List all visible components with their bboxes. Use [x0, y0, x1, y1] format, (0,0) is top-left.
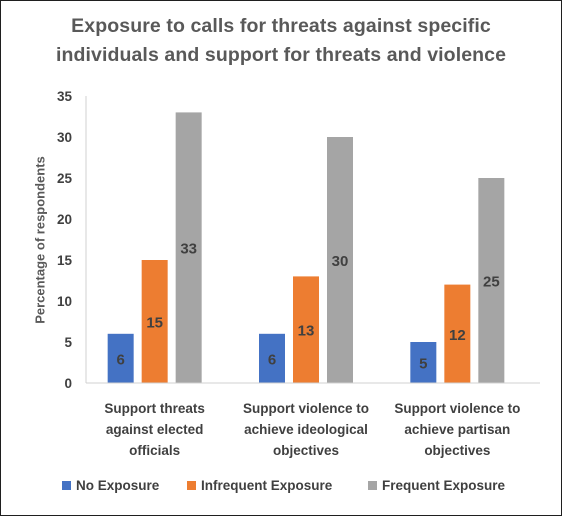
bar	[107, 333, 134, 383]
bar	[478, 178, 505, 383]
bar	[327, 137, 353, 383]
legend-swatch	[62, 481, 71, 490]
legend: No Exposure Infrequent Exposure Frequent E…	[0, 478, 562, 496]
legend-label: Frequent Exposure	[382, 478, 506, 493]
x-tick-label-line: objectives	[424, 443, 491, 458]
bar	[141, 260, 168, 383]
x-tick-label-line: Support violence to	[394, 401, 521, 416]
x-tick-label: Support violence to achieve ideological ob…	[231, 398, 381, 461]
x-tick-label-line: against elected	[105, 422, 204, 437]
data-label: 15	[146, 315, 163, 332]
legend-item: Frequent Exposure	[368, 478, 505, 493]
x-tick-label-line: objectives	[272, 443, 340, 458]
data-label: 33	[180, 241, 197, 258]
data-label: 6	[268, 351, 276, 368]
x-tick-label: Support violence to achieve partisan objec…	[382, 398, 532, 461]
y-tick-label: 10	[57, 294, 72, 309]
legend-swatch	[187, 481, 196, 490]
legend-item: No Exposure	[62, 478, 159, 493]
x-tick-label-line: Support violence to	[242, 401, 369, 416]
x-tick-label-line: officials	[129, 443, 181, 458]
legend-label: No Exposure	[76, 478, 160, 493]
data-label: 6	[116, 351, 124, 368]
bar	[410, 342, 437, 383]
y-tick-label: 20	[57, 212, 72, 227]
data-label: 30	[332, 253, 349, 270]
data-label: 5	[419, 356, 427, 373]
y-tick-label: 25	[57, 171, 73, 186]
x-tick-label-line: Support threats	[104, 401, 205, 416]
chart-title-line-2: individuals and support for threats and …	[55, 44, 507, 66]
legend-item: Infrequent Exposure	[187, 478, 332, 493]
bar	[444, 284, 471, 383]
chart-title-line-1: Exposure to calls for threats against sp…	[71, 15, 491, 37]
y-tick-label: 15	[57, 253, 73, 268]
x-tick-label-line: achieve partisan	[404, 422, 511, 437]
y-tick-label: 0	[64, 376, 72, 391]
x-tick-label-line: achieve ideological	[244, 422, 368, 437]
legend-swatch	[368, 481, 377, 490]
y-tick-label: 35	[57, 89, 73, 104]
y-tick-label: 30	[57, 130, 72, 145]
y-tick-label: 5	[64, 335, 72, 350]
data-label: 13	[298, 323, 315, 340]
x-tick-label: Support threats against elected officials	[80, 398, 230, 461]
legend-label: Infrequent Exposure	[201, 478, 333, 493]
bar	[293, 276, 319, 383]
bar	[175, 112, 202, 384]
bar	[259, 333, 285, 383]
data-label: 12	[449, 327, 466, 344]
data-label: 25	[483, 274, 500, 291]
chart-title: Exposure to calls for threats against sp…	[20, 12, 542, 70]
